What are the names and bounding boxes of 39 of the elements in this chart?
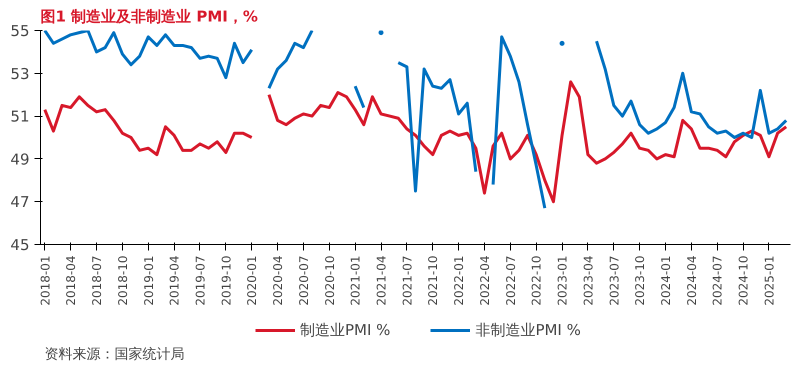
x-tick-label: 2024-01 (659, 256, 673, 306)
x-tick-label: 2024-07 (710, 256, 725, 306)
x-tick-label: 2023-04 (581, 256, 596, 306)
y-tick-label: 45 (10, 236, 30, 254)
x-tick-label: 2018-04 (64, 256, 78, 306)
x-tick-label: 2020-07 (296, 256, 311, 306)
x-tick-label: 2025-01 (762, 256, 776, 306)
y-tick-label: 53 (10, 64, 30, 83)
x-tick-label: 2024-04 (684, 256, 699, 306)
x-tick-label: 2022-04 (478, 256, 492, 306)
chart-title: 图1 制造业及非制造业 PMI，% (40, 8, 258, 26)
y-tick-label: 47 (10, 193, 30, 212)
x-tick-label: 2022-10 (530, 256, 544, 306)
x-tick-label: 2023-10 (633, 256, 648, 306)
y-tick-label: 51 (10, 108, 30, 126)
x-tick-label: 2021-07 (400, 256, 414, 306)
x-tick-label: 2018-01 (38, 256, 52, 306)
x-tick-label: 2018-10 (116, 256, 130, 306)
text: 资料来源：国家统计局 (44, 346, 184, 362)
x-tick-label: 2019-04 (168, 256, 182, 306)
legend-label: 非制造业PMI % (475, 320, 581, 340)
y-tick-label: 49 (10, 150, 30, 168)
x-tick-label: 2021-04 (374, 256, 389, 306)
x-tick-label: 2018-07 (90, 256, 104, 306)
x-tick-label: 2020-10 (322, 256, 337, 306)
x-tick-label: 2022-07 (504, 256, 518, 306)
x-tick-label: 2020-04 (271, 256, 286, 306)
x-tick-label: 2024-10 (736, 256, 751, 306)
x-tick-label: 2021-01 (348, 256, 363, 306)
x-tick-label: 2020-01 (245, 256, 260, 306)
x-tick-label: 2019-10 (219, 256, 234, 306)
x-tick-label: 2022-01 (452, 256, 466, 306)
x-tick-label: 2023-01 (556, 256, 570, 306)
x-tick-label: 2023-07 (607, 256, 622, 306)
x-tick-label: 2019-07 (193, 256, 208, 306)
x-tick-label: 2019-01 (142, 256, 156, 306)
x-tick-label: 2021-10 (426, 256, 440, 306)
y-tick-label: 55 (10, 22, 30, 40)
legend-label: 制造业PMI % (300, 320, 390, 340)
